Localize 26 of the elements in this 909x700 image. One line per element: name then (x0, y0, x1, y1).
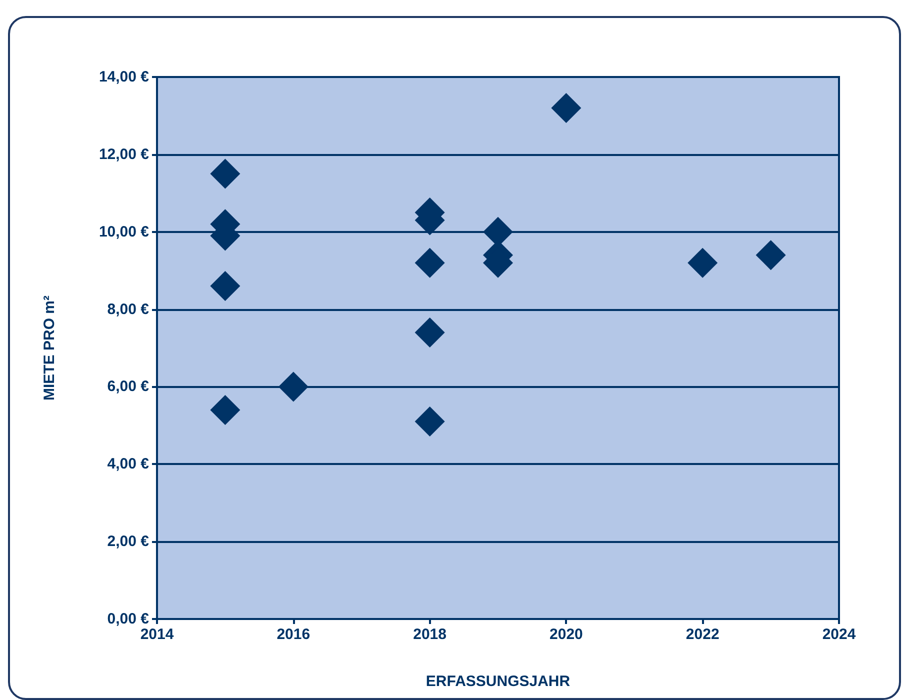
x-tick-label: 2022 (686, 626, 720, 643)
y-tick-label: 14,00 € (98, 68, 150, 86)
x-tick-label: 2014 (140, 626, 174, 643)
y-tick-label: 6,00 € (107, 378, 150, 396)
y-tick-label: 0,00 € (107, 610, 150, 628)
point (210, 158, 240, 189)
y-tick-label: 8,00 € (107, 300, 150, 318)
point (551, 92, 582, 123)
point (414, 318, 445, 348)
x-tick-label: 2016 (276, 626, 310, 643)
y-tick-label: 2,00 € (107, 533, 150, 550)
point (414, 406, 445, 437)
y-tick-label: 10,00 € (98, 223, 150, 240)
point (210, 271, 240, 302)
point (414, 248, 445, 278)
point (688, 248, 718, 278)
point (210, 394, 240, 425)
y-tick-label: 4,00 € (107, 456, 150, 473)
point (278, 372, 308, 402)
x-tick-label: 2024 (822, 626, 856, 643)
x-axis-title: ERFASSUNGSJAHR (426, 673, 570, 690)
point (756, 240, 786, 270)
x-tick-label: 2018 (413, 626, 446, 643)
y-axis-title: MIETE PRO m² (41, 295, 58, 401)
x-tick-label: 2020 (550, 626, 583, 643)
y-tick-label: 12,00 € (98, 146, 150, 163)
